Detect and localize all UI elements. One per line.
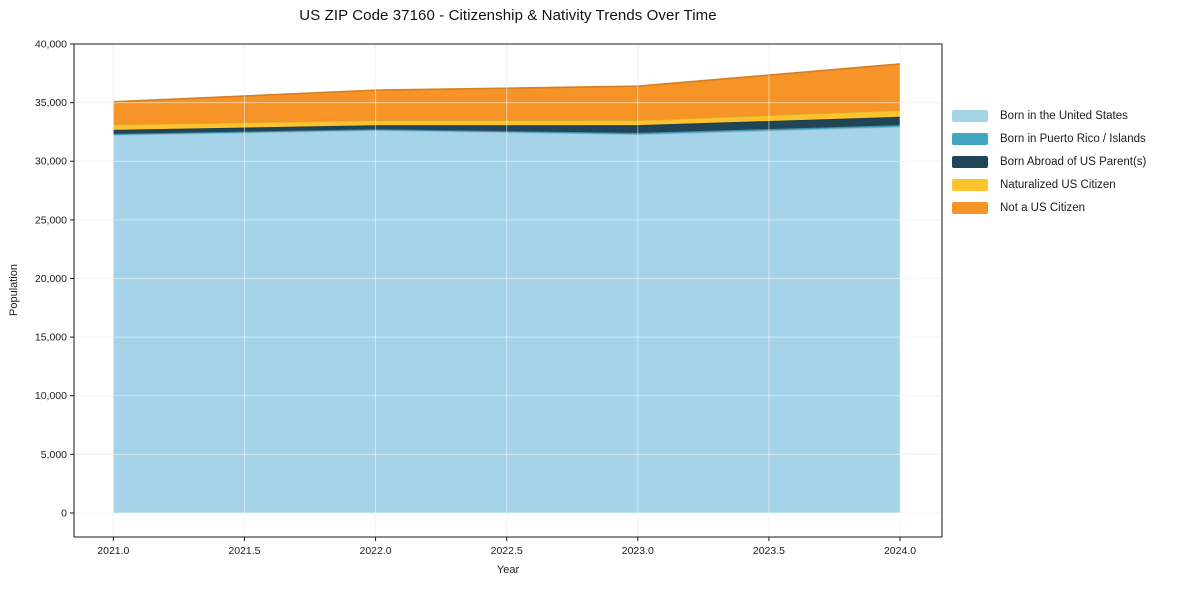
legend-swatch: [952, 155, 988, 168]
legend-label: Born Abroad of US Parent(s): [1000, 155, 1147, 168]
y-tick-label: 35,000: [35, 97, 67, 109]
legend-item: Naturalized US Citizen: [952, 173, 1146, 196]
x-tick-label: 2023.0: [622, 545, 654, 557]
legend: Born in the United States Born in Puerto …: [952, 104, 1146, 219]
x-tick-label: 2022.5: [491, 545, 523, 557]
y-tick-label: 0: [61, 507, 67, 519]
legend-swatch: [952, 201, 988, 214]
x-tick-label: 2023.5: [753, 545, 785, 557]
legend-label: Born in the United States: [1000, 109, 1128, 122]
y-tick-label: 40,000: [35, 39, 67, 51]
legend-label: Born in Puerto Rico / Islands: [1000, 132, 1146, 145]
legend-label: Naturalized US Citizen: [1000, 178, 1116, 191]
x-tick-label: 2022.0: [360, 545, 392, 557]
y-tick-label: 10,000: [35, 390, 67, 402]
y-tick-label: 20,000: [35, 273, 67, 285]
x-tick-label: 2024.0: [884, 545, 916, 557]
x-axis-label: Year: [496, 564, 520, 576]
legend-swatch: [952, 109, 988, 122]
y-tick-label: 25,000: [35, 214, 67, 226]
legend-item: Born in Puerto Rico / Islands: [952, 127, 1146, 150]
area-naturalized-us-citizen: [113, 110, 901, 130]
legend-item: Not a US Citizen: [952, 196, 1146, 219]
legend-item: Born Abroad of US Parent(s): [952, 150, 1146, 173]
y-axis-label: Population: [8, 264, 20, 316]
legend-label: Not a US Citizen: [1000, 201, 1086, 214]
chart-title: US ZIP Code 37160 - Citizenship & Nativi…: [299, 7, 717, 24]
legend-swatch: [952, 178, 988, 191]
legend-item: Born in the United States: [952, 104, 1146, 127]
plot-spines: [73, 43, 943, 538]
y-tick-label: 5,000: [41, 449, 67, 461]
y-tick-label: 15,000: [35, 332, 67, 344]
x-tick-label: 2021.5: [228, 545, 260, 557]
x-tick-label: 2021.0: [97, 545, 129, 557]
legend-swatch: [952, 132, 988, 145]
y-tick-label: 30,000: [35, 156, 67, 168]
